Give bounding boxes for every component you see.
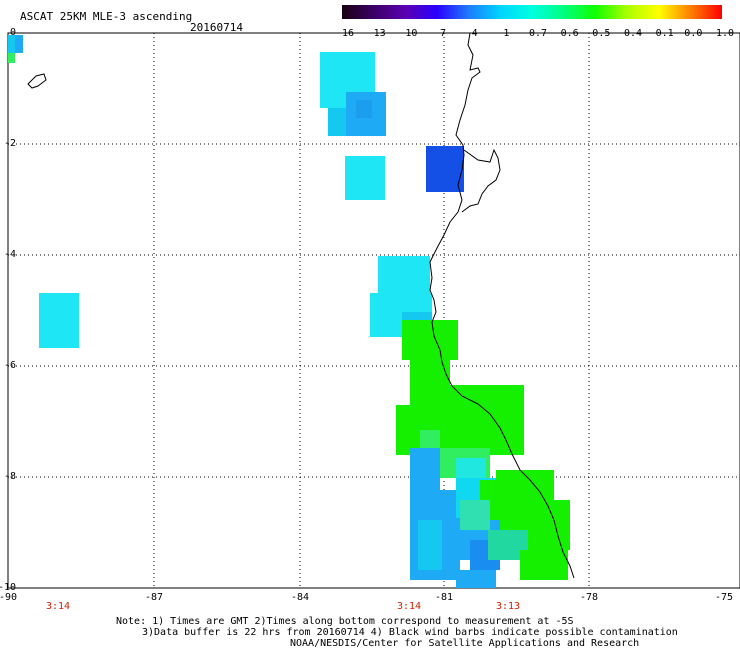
x-tick-label: -78	[579, 592, 599, 603]
note-line-3: NOAA/NESDIS/Center for Satellite Applica…	[290, 638, 640, 649]
plot-frame	[7, 32, 740, 589]
color-scale-bar	[342, 5, 722, 19]
y-tick-label: -4	[3, 249, 16, 260]
y-tick-label: -6	[3, 360, 16, 371]
data-cell	[328, 108, 346, 136]
data-cell	[456, 570, 496, 588]
x-tick-label: -75	[714, 592, 734, 603]
y-tick-label: 0	[9, 27, 16, 38]
y-tick-label: -2	[3, 138, 16, 149]
note-line-1: Note: 1) Times are GMT 2)Times along bot…	[116, 616, 574, 627]
color-scale-gradient	[342, 5, 722, 19]
map-date: 20160714	[190, 21, 243, 34]
data-cell	[356, 100, 372, 118]
y-tick-label: -10	[0, 582, 16, 593]
x-tick-label: -90	[0, 592, 18, 603]
data-cell	[410, 448, 440, 493]
overpass-time-label: 3:13	[495, 601, 521, 612]
data-cell	[402, 320, 458, 360]
data-cells	[8, 35, 570, 588]
gulf-coast	[461, 148, 501, 213]
data-cell	[39, 293, 79, 348]
data-cell	[460, 500, 490, 530]
x-tick-label: -81	[434, 592, 454, 603]
data-cell	[8, 35, 15, 53]
overpass-time-label: 3:14	[396, 601, 422, 612]
data-cell	[530, 565, 568, 580]
y-tick-label: -8	[3, 471, 16, 482]
grid-lines	[8, 33, 740, 588]
galapagos-island	[27, 73, 47, 89]
map-title: ASCAT 25KM MLE-3 ascending	[20, 10, 193, 23]
x-tick-label: -84	[290, 592, 310, 603]
coastline	[429, 32, 575, 579]
data-cell	[378, 256, 430, 296]
overpass-time-label: 3:14	[45, 601, 71, 612]
x-tick-label: -87	[144, 592, 164, 603]
note-line-2: 3)Data buffer is 22 hrs from 20160714 4)…	[142, 627, 678, 638]
data-cell	[418, 520, 442, 570]
data-cell	[15, 35, 23, 53]
data-cell	[420, 430, 440, 450]
data-cell	[345, 156, 385, 200]
data-cell	[396, 405, 524, 455]
data-cell	[8, 53, 15, 63]
data-cell	[456, 458, 486, 478]
